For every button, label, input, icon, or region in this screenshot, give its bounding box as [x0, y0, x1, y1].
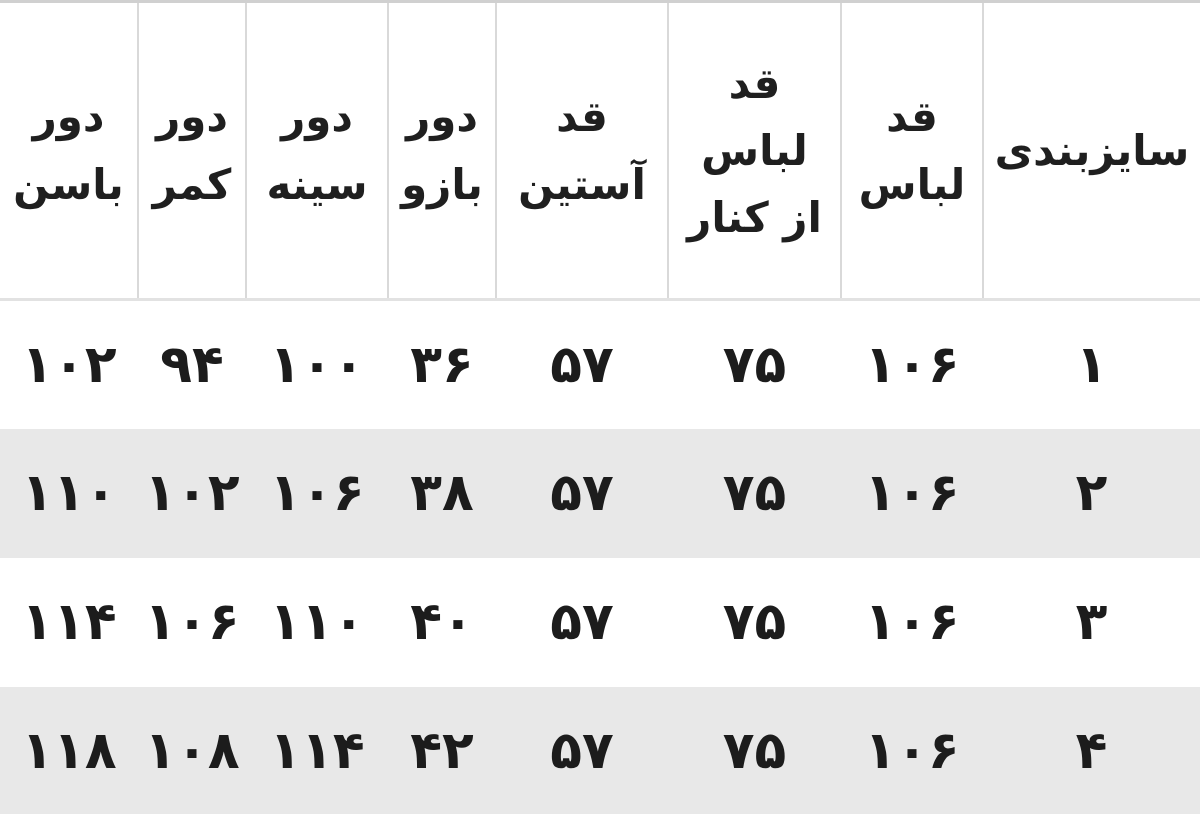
table-cell: ۱۰۶	[864, 334, 960, 395]
table-cell: ۳۸	[410, 463, 474, 523]
header-line: باسن	[13, 159, 124, 209]
column-header-waist-circumference: دور کمر	[138, 1, 247, 301]
table-cell: ۱۰۰	[269, 334, 365, 395]
table-row-size-1: ۱ ۱۰۶ ۷۵ ۵۷ ۳۶ ۱۰۰ ۹۴ ۱۰۲	[0, 300, 1200, 429]
header-line: کمر	[152, 159, 232, 209]
size-number-cell: ۴	[1075, 721, 1108, 781]
column-header-garment-length-side: قد لباس از کنار	[668, 1, 842, 301]
table-cell: ۱۱۴	[269, 721, 365, 781]
size-number-cell: ۱	[1075, 334, 1108, 395]
header-line: لباس	[858, 159, 966, 209]
header-line: لباس	[701, 125, 808, 175]
table-cell: ۱۰۸	[144, 721, 240, 781]
table-cell: ۱۰۲	[144, 463, 240, 523]
table-row-size-3: ۳ ۱۰۶ ۷۵ ۵۷ ۴۰ ۱۱۰ ۱۰۶ ۱۱۴	[0, 558, 1200, 687]
column-header-garment-length: قد لباس	[841, 1, 984, 301]
column-header-hip-circumference: دور باسن	[0, 1, 139, 301]
column-header-sleeve-length: قد آستین	[496, 1, 669, 301]
table-cell: ۷۵	[722, 463, 787, 523]
header-line: دور	[406, 92, 478, 142]
table-row-size-2: ۲ ۱۰۶ ۷۵ ۵۷ ۳۸ ۱۰۶ ۱۰۲ ۱۱۰	[0, 428, 1200, 558]
header-line: دور	[32, 92, 105, 142]
column-header-arm-circumference: دور بازو	[388, 1, 497, 301]
table-cell: ۱۱۰	[269, 592, 365, 652]
header-line: از کنار	[687, 193, 822, 243]
table-body: ۱ ۱۰۶ ۷۵ ۵۷ ۳۶ ۱۰۰ ۹۴ ۱۰۲ ۲ ۱۰۶ ۷۵ ۵۷ ۳۸…	[0, 300, 1200, 814]
table-cell: ۱۰۶	[269, 463, 365, 523]
header-line: سایزبندی	[994, 125, 1190, 175]
table-cell: ۱۰۶	[864, 592, 960, 652]
table-cell: ۱۰۲	[21, 334, 117, 395]
table-header: سایزبندی قد لباس قد لباس از کنار قد آستی…	[0, 1, 1200, 301]
table-cell: ۵۷	[550, 463, 614, 523]
table-cell: ۳۶	[410, 334, 474, 395]
table-cell: ۱۱۴	[21, 592, 117, 652]
table-cell: ۷۵	[722, 592, 787, 652]
table-cell: ۷۵	[722, 334, 787, 395]
table-cell: ۹۴	[160, 334, 224, 395]
header-line: قد	[886, 92, 938, 142]
column-header-size: سایزبندی	[983, 1, 1200, 301]
size-number-cell: ۳	[1075, 592, 1108, 652]
header-row: سایزبندی قد لباس قد لباس از کنار قد آستی…	[0, 1, 1200, 301]
header-line: آستین	[518, 159, 646, 209]
table-cell: ۱۱۸	[21, 721, 117, 781]
table-row-size-4: ۴ ۱۰۶ ۷۵ ۵۷ ۴۲ ۱۱۴ ۱۰۸ ۱۱۸	[0, 686, 1200, 814]
table-cell: ۱۰۶	[144, 592, 240, 652]
table-cell: ۴۰	[410, 592, 474, 652]
table-cell: ۵۷	[550, 334, 614, 395]
table-cell: ۱۰۶	[864, 721, 960, 781]
header-line: سینه	[266, 159, 368, 209]
header-line: بازو	[401, 159, 483, 209]
column-header-bust-circumference: دور سینه	[246, 1, 389, 301]
header-line: قد	[556, 92, 608, 142]
table-cell: ۱۰۶	[864, 463, 960, 523]
header-line: دور	[156, 92, 228, 142]
table-cell: ۵۷	[550, 721, 614, 781]
table-cell: ۴۲	[410, 721, 474, 781]
header-line: دور	[281, 92, 353, 142]
table-cell: ۱۱۰	[21, 463, 117, 523]
table-cell: ۷۵	[722, 721, 787, 781]
size-number-cell: ۲	[1075, 463, 1108, 523]
table-cell: ۵۷	[550, 592, 614, 652]
header-line: قد	[728, 58, 781, 108]
